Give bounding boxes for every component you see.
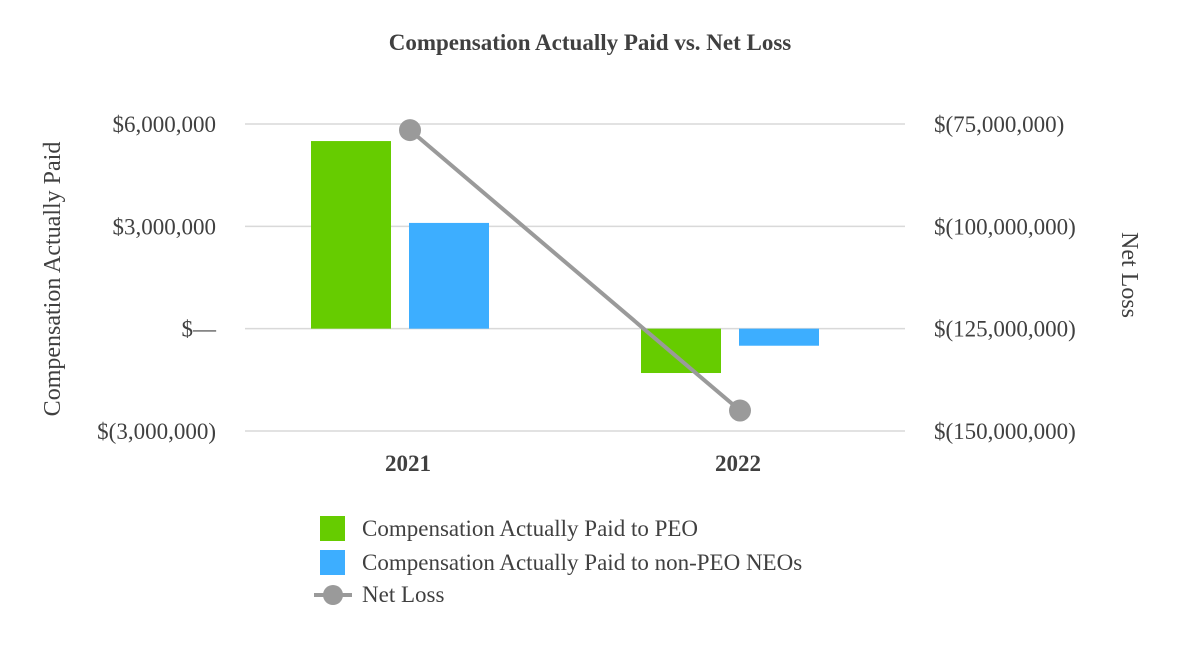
net-loss-point-2021 <box>399 119 421 142</box>
right-axis-label: Net Loss <box>1116 232 1142 318</box>
legend-marker-swatch <box>323 585 343 605</box>
bar-peo-2021 <box>311 141 391 329</box>
net-loss-line <box>408 128 742 413</box>
bar-non-peo-2021 <box>409 222 489 329</box>
bars-group <box>311 141 819 374</box>
x-tick-label-2021: 2021 <box>385 451 431 476</box>
x-tick-label-2022: 2022 <box>715 451 761 476</box>
left-tick-label: $(3,000,000) <box>97 419 216 444</box>
right-tick-label: $(125,000,000) <box>934 317 1076 342</box>
net-loss-point-2022 <box>729 399 751 422</box>
right-tick-label: $(75,000,000) <box>934 112 1064 137</box>
legend-label-0: Compensation Actually Paid to PEO <box>362 516 698 541</box>
bar-non-peo-2022 <box>739 328 819 346</box>
left-tick-label: $— <box>182 317 218 342</box>
category-labels: 2021 2022 <box>385 451 761 476</box>
left-axis-ticks: $6,000,000 $3,000,000 $— $(3,000,000) <box>97 112 217 444</box>
net-loss-line-group <box>399 119 751 422</box>
legend-label-2: Net Loss <box>362 582 444 607</box>
right-tick-label: $(100,000,000) <box>934 214 1076 239</box>
right-tick-label: $(150,000,000) <box>934 419 1076 444</box>
chart-title: Compensation Actually Paid vs. Net Loss <box>389 30 792 55</box>
legend-label-1: Compensation Actually Paid to non-PEO NE… <box>362 550 802 575</box>
legend-swatch-1 <box>320 550 345 575</box>
left-tick-label: $3,000,000 <box>113 214 217 239</box>
right-axis-ticks: $(75,000,000) $(100,000,000) $(125,000,000… <box>934 112 1076 444</box>
legend: Compensation Actually Paid to PEO Compens… <box>314 516 802 607</box>
legend-swatch-0 <box>320 516 345 541</box>
left-tick-label: $6,000,000 <box>113 112 217 137</box>
left-axis-label: Compensation Actually Paid <box>40 142 66 417</box>
